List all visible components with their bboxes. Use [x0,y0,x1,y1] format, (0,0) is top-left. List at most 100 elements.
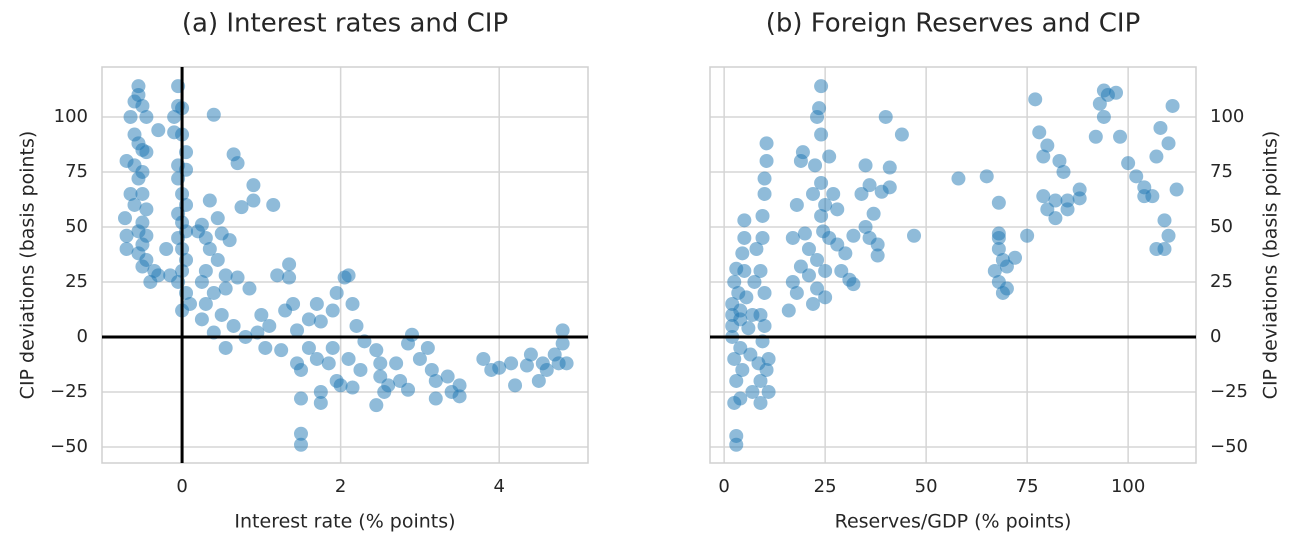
point [846,277,861,292]
point [151,123,166,138]
point [559,356,574,371]
point [198,263,213,278]
point [759,153,774,168]
point [313,314,328,329]
point [733,340,748,355]
point [757,186,772,201]
point [757,318,772,333]
x-tick-label: 0 [718,476,729,497]
point [123,109,138,124]
y-tick-label: −25 [1210,381,1248,402]
point [789,285,804,300]
point [1040,202,1055,217]
point [135,186,150,201]
point [1165,98,1180,113]
y-tick-label: 75 [65,161,88,182]
point [838,246,853,261]
point [810,252,825,267]
point [1048,193,1063,208]
point [167,109,182,124]
point [246,193,261,208]
y-tick-label: 100 [54,106,88,127]
point [858,158,873,173]
point [1036,149,1051,164]
point [198,296,213,311]
point [870,248,885,263]
point [812,101,827,116]
point [753,263,768,278]
point [274,343,289,358]
point [492,360,507,375]
point [999,281,1014,296]
x-tick-label: 0 [176,476,187,497]
point [539,362,554,377]
point [834,263,849,278]
point [785,274,800,289]
point [846,228,861,243]
point [194,312,209,327]
point [797,226,812,241]
point [313,395,328,410]
point [401,336,416,351]
point [508,378,523,393]
x-tick-label: 75 [1016,476,1039,497]
point [198,230,213,245]
point [882,160,897,175]
point [301,340,316,355]
point [119,241,134,256]
point [345,296,360,311]
point [206,107,221,122]
point [854,186,869,201]
point [1109,85,1124,100]
y-tick-label: 50 [65,216,88,237]
point [428,373,443,388]
point [1113,129,1128,144]
point [476,351,491,366]
point [727,274,742,289]
point [242,281,257,296]
point [870,237,885,252]
point [325,340,340,355]
plot-frame [101,66,589,464]
point [727,351,742,366]
x-tick-label: 50 [915,476,938,497]
point [991,195,1006,210]
point [119,228,134,243]
point [814,79,829,94]
point [254,307,269,322]
y-tick-label: −50 [50,436,88,457]
point [753,395,768,410]
point [793,259,808,274]
point [266,197,281,212]
point [452,389,467,404]
point [262,318,277,333]
point [741,321,756,336]
point [329,285,344,300]
x-tick-label: 25 [814,476,837,497]
point [1020,228,1035,243]
point [735,362,750,377]
point [1161,136,1176,151]
point [282,270,297,285]
point [321,356,336,371]
point [1145,189,1160,204]
point [555,323,570,338]
point [309,351,324,366]
point [907,228,922,243]
point [202,193,217,208]
point [753,373,768,388]
point [401,382,416,397]
x-axis-label: Reserves/GDP (% points) [835,511,1072,533]
point [230,270,245,285]
point [757,285,772,300]
y-tick-label: 25 [1210,271,1233,292]
point [1048,211,1063,226]
point [353,362,368,377]
point [143,274,158,289]
point [878,109,893,124]
point [218,268,233,283]
point [801,241,816,256]
point [894,127,909,142]
point [830,202,845,217]
